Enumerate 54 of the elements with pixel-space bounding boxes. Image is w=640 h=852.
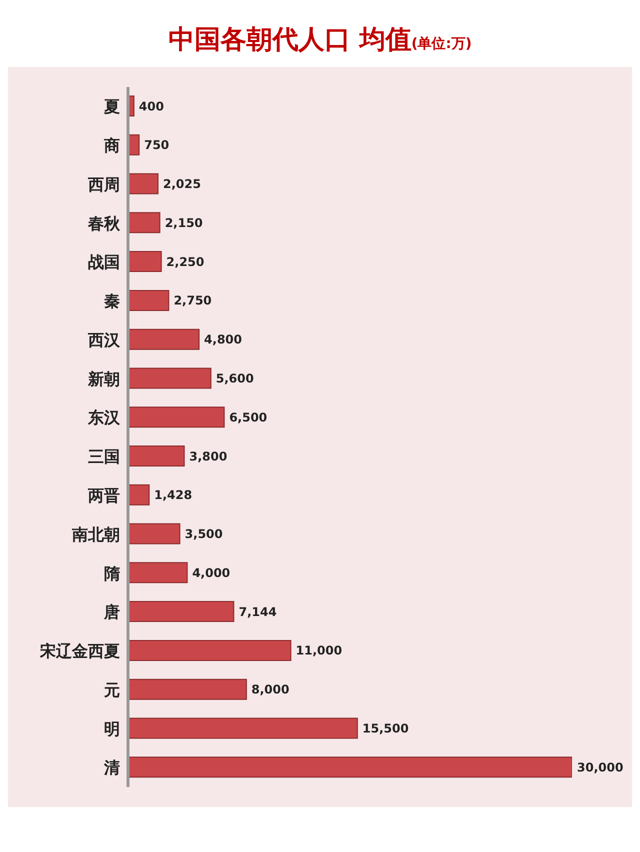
- bar: [128, 251, 162, 272]
- data-label: 2,025: [162, 177, 201, 192]
- data-label: 11,000: [296, 644, 342, 658]
- y-tick-label: 元: [103, 680, 120, 700]
- data-label: 4,000: [192, 566, 230, 580]
- bar: [128, 601, 234, 622]
- bar: [128, 446, 185, 466]
- data-label: 3,800: [189, 449, 228, 464]
- data-label: 6,500: [229, 410, 268, 424]
- bar: [128, 290, 170, 311]
- y-tick-label: 西周: [87, 174, 120, 194]
- data-label: 8,000: [251, 682, 290, 697]
- y-tick-label: 明: [104, 719, 120, 738]
- bar: [128, 212, 160, 234]
- data-label: 30,000: [577, 760, 624, 774]
- y-tick-label: 清: [103, 758, 120, 778]
- bar: [128, 406, 225, 428]
- data-label: 750: [144, 138, 170, 152]
- data-label: 2,150: [164, 216, 203, 230]
- data-label: 2,750: [174, 294, 212, 308]
- y-tick-label: 唐: [103, 602, 120, 622]
- bar: [128, 756, 572, 778]
- bar: [128, 484, 150, 506]
- data-label: 4,800: [204, 332, 242, 347]
- y-tick-label: 战国: [88, 252, 120, 272]
- data-label: 3,500: [184, 527, 223, 542]
- data-label: 1,428: [154, 488, 192, 502]
- bar: [128, 328, 200, 350]
- bar: [128, 678, 247, 700]
- y-tick-label: 新朝: [87, 369, 120, 388]
- chart-subtitle: (单位:万): [411, 36, 472, 52]
- y-tick-label: 东汉: [87, 408, 121, 428]
- y-tick-label: 三国: [88, 447, 120, 466]
- bar: [128, 562, 188, 584]
- chart-title: 中国各朝代人口 均值: [168, 25, 412, 55]
- y-tick-label: 南北朝: [71, 524, 120, 544]
- y-tick-label: 商: [103, 136, 120, 156]
- y-tick-label: 春秋: [87, 214, 121, 233]
- data-label: 7,144: [238, 604, 277, 619]
- bar: [128, 173, 158, 194]
- y-tick-label: 宋辽金西夏: [39, 642, 120, 661]
- data-label: 15,500: [362, 721, 409, 736]
- bar: [128, 640, 292, 661]
- data-label: 5,600: [216, 371, 254, 386]
- data-label: 400: [138, 99, 164, 114]
- y-tick-label: 隋: [104, 564, 120, 583]
- bar: [128, 523, 180, 544]
- y-tick-label: 夏: [103, 97, 120, 116]
- data-label: 2,250: [166, 254, 204, 269]
- y-tick-label: 秦: [104, 292, 120, 311]
- bar: [128, 368, 212, 389]
- y-tick-label: 西汉: [87, 330, 121, 350]
- y-tick-label: 两晋: [87, 486, 120, 506]
- bar: [128, 718, 358, 739]
